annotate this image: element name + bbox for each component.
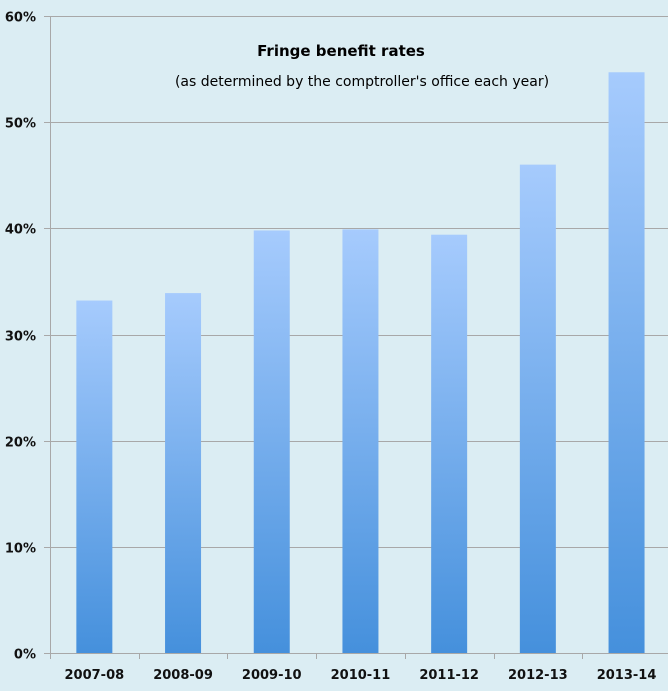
x-tick-label: 2010-11 [331,668,391,683]
y-tick-label: 40% [5,223,36,238]
x-tick-label: 2013-14 [597,668,657,683]
bar-2009-10 [253,230,290,653]
bar-2012-13 [519,164,556,653]
y-tick-label: 20% [5,436,36,451]
y-tick-label: 10% [5,542,36,557]
x-tick-labels: 2007-08 2008-09 2009-10 2010-11 2011-12 2012-… [65,668,657,683]
bar-2008-09 [165,293,202,653]
y-tick-label: 60% [5,11,36,26]
bar-2011-12 [431,234,468,653]
bar-2010-11 [342,229,379,653]
bars [76,72,645,654]
chart-subtitle: (as determined by the comptroller's offi… [175,74,549,90]
y-tick-label: 50% [5,117,36,132]
x-tick-label: 2012-13 [508,668,568,683]
axes [50,16,583,659]
x-tick-label: 2008-09 [153,668,213,683]
bar-2007-08 [76,300,113,653]
y-tick-label: 0% [14,648,36,663]
y-tick-labels: 0% 10% 20% 30% 40% 50% 60% [5,11,36,663]
x-tick-label: 2007-08 [65,668,125,683]
bar-2013-14 [608,72,645,654]
x-tick-label: 2011-12 [419,668,479,683]
y-tick-label: 30% [5,330,36,345]
chart-title: Fringe benefit rates [257,42,425,60]
x-tick-label: 2009-10 [242,668,302,683]
